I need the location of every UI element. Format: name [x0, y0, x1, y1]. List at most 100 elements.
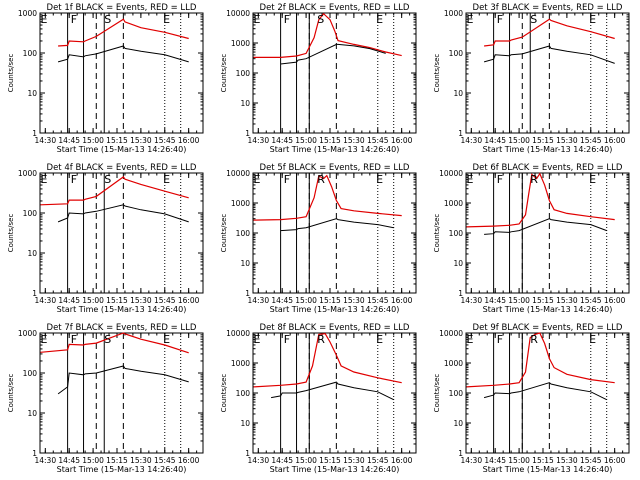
plot-frame	[39, 172, 204, 294]
y-tick-label: 1	[245, 129, 250, 138]
x-tick-label: 15:45	[580, 296, 602, 305]
interval-marker-label: S	[104, 173, 111, 186]
x-tick-label: 14:30	[247, 456, 269, 465]
interval-marker-label: F	[284, 13, 290, 26]
lld-series-line	[466, 332, 615, 388]
x-tick-label: 16:00	[604, 456, 626, 465]
x-tick-label: 15:15	[532, 456, 554, 465]
y-tick-label: 10000	[226, 9, 250, 18]
y-tick-label: 1000	[444, 359, 463, 368]
x-tick-label: 15:30	[556, 136, 578, 145]
interval-marker-label: E	[41, 13, 48, 26]
plot-frame	[465, 12, 630, 134]
y-tick-label: 100	[449, 389, 464, 398]
panel-title: Det 9f BLACK = Events, RED = LLD	[473, 323, 623, 333]
x-tick-label: 14:45	[58, 296, 80, 305]
x-tick-label: 15:30	[343, 296, 365, 305]
x-tick-label: 15:45	[367, 296, 389, 305]
interval-marker-label: E	[589, 333, 596, 346]
y-tick-label: 1000	[231, 199, 250, 208]
x-tick-label: 15:30	[343, 456, 365, 465]
x-tick-label: 15:00	[508, 296, 530, 305]
y-tick-label: 1000	[18, 169, 37, 178]
y-axis-label: Counts/sec	[220, 374, 228, 413]
y-tick-label: 100	[23, 209, 38, 218]
x-tick-label: 14:45	[484, 456, 506, 465]
interval-marker-label: S	[104, 333, 111, 346]
lld-series-line	[253, 174, 402, 221]
x-tick-label: 15:30	[130, 456, 152, 465]
x-tick-label: 15:00	[295, 456, 317, 465]
x-tick-label: 16:00	[178, 456, 200, 465]
x-tick-label: 14:45	[271, 136, 293, 145]
interval-marker-label: S	[530, 13, 537, 26]
interval-marker-label: F	[497, 333, 503, 346]
y-tick-label: 10000	[226, 329, 250, 338]
y-tick-label: 10000	[226, 169, 250, 178]
y-axis-label: Counts/sec	[433, 54, 441, 93]
x-tick-label: 15:45	[580, 136, 602, 145]
lld-series-line	[40, 176, 189, 206]
panel-title: Det 2f BLACK = Events, RED = LLD	[260, 3, 410, 13]
interval-marker-label: F	[71, 13, 77, 26]
x-tick-label: 14:30	[460, 456, 482, 465]
interval-marker-label: R	[317, 173, 325, 186]
x-tick-label: 15:00	[295, 136, 317, 145]
y-tick-label: 1	[32, 289, 37, 298]
y-tick-label: 1	[245, 449, 250, 458]
x-tick-label: 16:00	[178, 296, 200, 305]
x-tick-label: 14:30	[247, 296, 269, 305]
x-tick-label: 15:00	[295, 296, 317, 305]
events-series-line	[483, 45, 615, 64]
y-tick-label: 1000	[18, 329, 37, 338]
panel-title: Det 3f BLACK = Events, RED = LLD	[473, 3, 623, 13]
y-axis-label: Counts/sec	[220, 214, 228, 253]
x-axis-label: Start Time (15-Mar-13 14:26:40)	[483, 305, 613, 314]
x-tick-label: 14:45	[58, 136, 80, 145]
interval-marker-label: E	[376, 13, 383, 26]
events-series-line	[57, 365, 189, 395]
x-tick-label: 15:30	[343, 136, 365, 145]
y-tick-label: 10	[453, 259, 463, 268]
x-tick-label: 15:45	[154, 456, 176, 465]
x-tick-label: 15:15	[319, 136, 341, 145]
y-tick-label: 100	[449, 229, 464, 238]
x-axis-label: Start Time (15-Mar-13 14:26:40)	[57, 145, 187, 154]
events-series-line	[483, 382, 607, 401]
detector-panel: Det 3f BLACK = Events, RED = LLD 1 10 100 10…	[433, 3, 630, 154]
x-tick-label: 14:30	[460, 296, 482, 305]
panel-title: Det 6f BLACK = Events, RED = LLD	[473, 163, 623, 173]
y-tick-label: 1	[32, 129, 37, 138]
x-tick-label: 14:30	[34, 456, 56, 465]
interval-marker-label: E	[467, 333, 474, 346]
detector-panel: Det 8f BLACK = Events, RED = LLD 1 10 100 10…	[220, 323, 417, 474]
y-tick-label: 1	[245, 289, 250, 298]
y-axis-label: Counts/sec	[7, 54, 15, 93]
detector-panel: Det 5f BLACK = Events, RED = LLD 1 10 100 10…	[220, 163, 417, 314]
x-tick-label: 14:30	[247, 136, 269, 145]
y-tick-label: 1000	[18, 9, 37, 18]
y-axis-label: Counts/sec	[433, 214, 441, 253]
x-tick-label: 16:00	[391, 296, 413, 305]
x-axis-label: Start Time (15-Mar-13 14:26:40)	[57, 465, 187, 474]
x-tick-label: 16:00	[391, 136, 413, 145]
events-series-line	[280, 43, 386, 65]
y-axis-label: Counts/sec	[220, 54, 228, 93]
detector-panel: Det 6f BLACK = Events, RED = LLD 1 10 100 10…	[433, 163, 630, 314]
interval-marker-label: F	[497, 173, 503, 186]
interval-marker-label: E	[163, 333, 170, 346]
y-tick-label: 10	[453, 419, 463, 428]
interval-marker-label: R	[317, 333, 325, 346]
x-tick-label: 15:30	[556, 456, 578, 465]
lld-series-line	[253, 12, 402, 59]
x-tick-label: 16:00	[604, 296, 626, 305]
y-tick-label: 10000	[439, 169, 463, 178]
x-tick-label: 15:15	[106, 136, 128, 145]
x-axis-label: Start Time (15-Mar-13 14:26:40)	[270, 305, 400, 314]
interval-marker-label: S	[104, 13, 111, 26]
x-tick-label: 16:00	[391, 456, 413, 465]
interval-marker-label: E	[163, 13, 170, 26]
x-tick-label: 15:45	[580, 456, 602, 465]
x-tick-label: 15:30	[130, 296, 152, 305]
plot-frame	[39, 12, 204, 134]
